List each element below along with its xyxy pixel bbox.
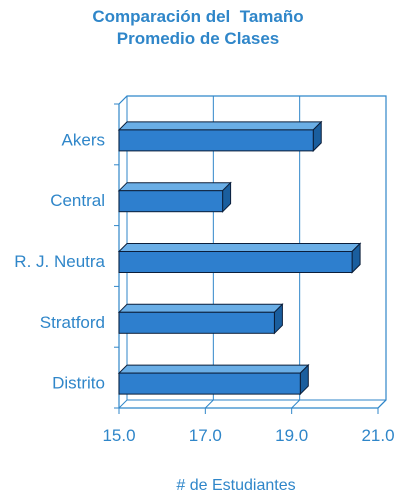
floor-line — [204, 399, 214, 409]
bar — [117, 242, 362, 274]
category-label: Stratford — [40, 313, 105, 332]
chart-title: Comparación del Tamaño Promedio de Clase… — [0, 6, 396, 50]
bar-front-face — [118, 372, 301, 395]
bar-top-face — [117, 182, 232, 192]
floor-line — [291, 399, 301, 409]
x-tick-labels: 15.0 17.0 19.0 21.0 — [102, 426, 394, 445]
bar — [117, 181, 232, 213]
bar — [117, 120, 323, 153]
bar — [117, 303, 284, 335]
x-tick-label: 15.0 — [102, 426, 135, 445]
chart-title-line-2: Promedio de Clases — [116, 29, 280, 48]
category-label: R. J. Neutra — [14, 252, 105, 271]
category-label: Central — [50, 191, 105, 210]
bar-top-face — [117, 364, 310, 374]
bar-top-face — [117, 121, 323, 131]
bar-front-face — [118, 190, 224, 213]
bar-front-face — [118, 251, 353, 273]
bars — [117, 120, 362, 396]
bar-front-face — [118, 129, 314, 152]
category-labels: Akers Central R. J. Neutra Stratford Distrit… — [14, 130, 105, 392]
x-axis-title: # de Estudiantes — [176, 477, 295, 494]
x-tick-label: 17.0 — [189, 426, 222, 445]
floor-line — [118, 399, 128, 409]
chart-title-line-1: Comparación del Tamaño — [92, 7, 304, 26]
category-label: Distrito — [52, 374, 105, 393]
bar-top-face — [117, 243, 362, 252]
bar — [117, 363, 310, 396]
bar-front-face — [118, 311, 275, 334]
floor-line — [377, 399, 387, 409]
x-tick-label: 19.0 — [275, 426, 308, 445]
x-tick-label: 21.0 — [361, 426, 394, 445]
bar-top-face — [117, 303, 284, 313]
category-label: Akers — [62, 130, 105, 149]
